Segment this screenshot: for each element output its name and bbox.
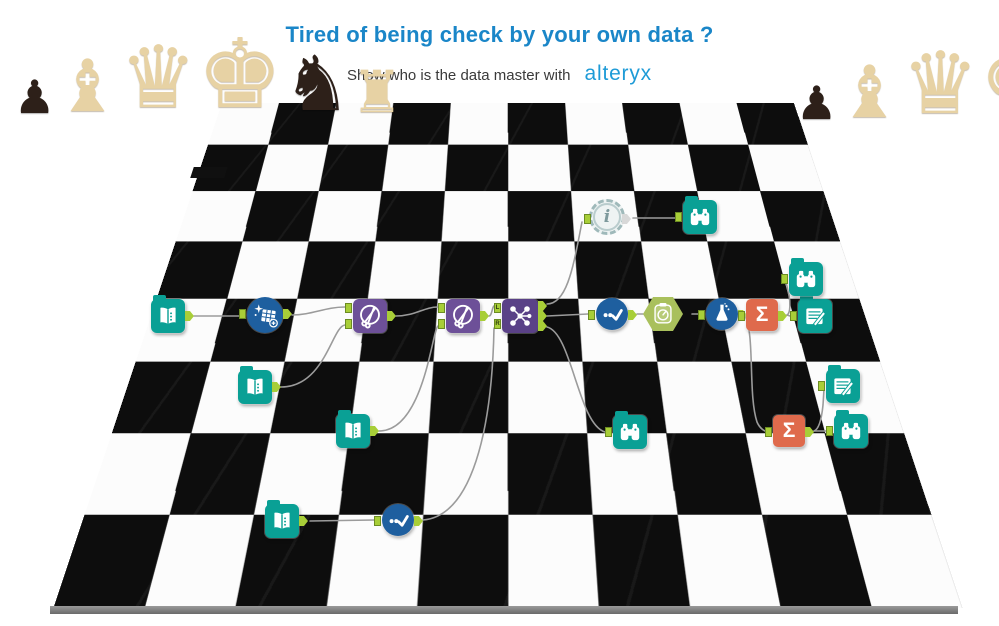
input-data-tool-2[interactable]	[238, 366, 281, 404]
chess-knight-icon: ♞	[282, 38, 352, 128]
output-anchor	[480, 311, 489, 321]
gauge-macro-tool[interactable]	[643, 297, 683, 331]
output-data-tool-1[interactable]	[790, 295, 832, 333]
input-anchor	[790, 311, 797, 321]
chess-pieces-left: ♟ ♝ ♛ ♚ ♞ ♜	[14, 26, 403, 129]
chess-pieces-right: ♟ ♝ ♛ ♚ ♞ ♜	[796, 28, 999, 135]
data-cleansing-tool[interactable]	[239, 297, 292, 333]
summarize-tool-1[interactable]: Σ	[738, 299, 787, 331]
browse-tool-4[interactable]	[826, 410, 868, 448]
output-anchor	[622, 214, 631, 224]
chessboard-edge-step	[190, 167, 228, 178]
sparkle-table-icon	[254, 304, 278, 328]
browse-tool-3[interactable]	[781, 258, 823, 296]
output-anchor	[805, 427, 814, 437]
input-anchor	[675, 212, 682, 222]
summarize-tool-2[interactable]: Σ	[765, 415, 814, 447]
chess-king-icon: ♚	[196, 17, 283, 130]
output-anchor	[185, 311, 194, 321]
input-anchor	[588, 310, 595, 320]
sigma-icon: Σ	[782, 419, 796, 442]
cut-tool-1[interactable]	[345, 299, 396, 333]
input-anchor-left: L	[494, 303, 501, 313]
output-data-tool-2[interactable]	[818, 365, 860, 403]
chess-queen-icon: ♛	[119, 28, 197, 129]
input-anchor-bottom	[345, 319, 352, 329]
output-anchor	[272, 382, 281, 392]
join-molecule-icon	[510, 306, 532, 326]
binoculars-icon	[620, 423, 640, 441]
input-data-tool[interactable]	[151, 295, 194, 333]
input-anchor	[374, 516, 381, 526]
book-icon	[345, 422, 361, 440]
output-anchor	[387, 311, 396, 321]
chess-bishop-icon: ♝	[837, 49, 902, 134]
sigma-icon: Σ	[755, 303, 769, 326]
input-anchor	[738, 311, 745, 321]
output-anchor	[628, 310, 637, 320]
dots-check-icon	[389, 515, 409, 527]
binoculars-icon	[690, 208, 710, 226]
scissors-icon	[453, 304, 473, 329]
chessboard	[53, 103, 963, 609]
subtitle-text: Show who is the data master with	[347, 67, 571, 84]
input-anchor-bottom	[438, 319, 445, 329]
output-anchor	[370, 426, 379, 436]
output-anchor-L	[538, 301, 547, 311]
input-anchor	[239, 309, 246, 319]
chess-pawn-icon: ♟	[14, 70, 56, 125]
scissors-icon	[360, 304, 380, 329]
output-anchor-J	[538, 311, 547, 321]
check-tool-1[interactable]	[588, 298, 637, 330]
input-anchor-right: R	[494, 319, 501, 329]
input-data-tool-4[interactable]	[265, 500, 308, 538]
output-anchor	[778, 311, 787, 321]
info-icon: i	[593, 203, 621, 231]
alteryx-logo: alteryx	[584, 62, 652, 85]
input-anchor	[826, 426, 833, 436]
join-tool[interactable]: L R	[494, 299, 547, 333]
output-anchor	[299, 516, 308, 526]
book-icon	[160, 307, 176, 325]
chess-rook-icon: ♜	[351, 57, 404, 126]
chess-queen-icon: ♛	[901, 34, 979, 135]
book-icon	[247, 378, 263, 396]
notepad-pencil-icon	[806, 308, 827, 327]
input-anchor	[781, 274, 788, 284]
chess-bishop-icon: ♝	[55, 43, 120, 128]
input-anchor	[605, 427, 612, 437]
input-anchor	[818, 381, 825, 391]
lab-flask-tool[interactable]	[698, 298, 747, 330]
chess-king-icon: ♚	[979, 32, 999, 128]
notepad-pencil-icon	[834, 378, 855, 397]
cut-tool-2[interactable]	[438, 299, 489, 333]
flask-icon	[716, 303, 730, 321]
input-anchor-top	[345, 303, 352, 313]
field-info-tool[interactable]: i	[584, 199, 631, 235]
output-anchor	[283, 309, 292, 319]
subtitle-row: Show who is the data master with alteryx	[0, 62, 999, 86]
binoculars-icon	[841, 422, 861, 440]
input-anchor	[584, 214, 591, 224]
input-anchor-top	[438, 303, 445, 313]
browse-tool-1[interactable]	[675, 196, 717, 234]
chessboard-side-edge	[50, 606, 958, 614]
page-title: Tired of being check by your own data ?	[285, 22, 714, 47]
binoculars-icon	[796, 270, 816, 288]
gauge-icon	[654, 302, 672, 324]
input-data-tool-3[interactable]	[336, 410, 379, 448]
chess-pawn-icon: ♟	[796, 76, 838, 131]
check-tool-2[interactable]	[374, 504, 423, 536]
input-anchor	[698, 310, 705, 320]
output-anchor	[414, 516, 423, 526]
input-anchor	[765, 427, 772, 437]
book-icon	[274, 512, 290, 530]
output-anchor-R	[538, 321, 547, 331]
dots-check-icon	[603, 309, 623, 321]
browse-tool-2[interactable]	[605, 411, 647, 449]
